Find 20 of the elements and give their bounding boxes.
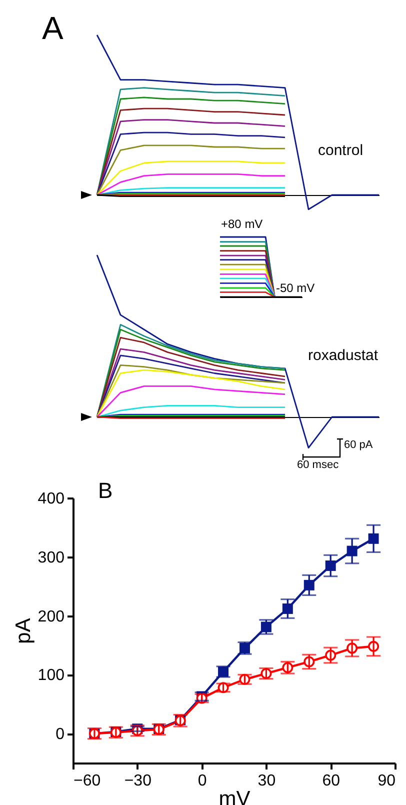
x-tick-label: 30 [258, 772, 276, 790]
chart-title: B [98, 478, 113, 503]
chart-title: A [42, 10, 64, 46]
y-tick-label: 0 [56, 726, 65, 744]
y-tick-label: 200 [38, 608, 65, 626]
x-tick-label: 60 [322, 772, 340, 790]
annotation: 60 pA [344, 439, 373, 451]
annotation: control [318, 142, 364, 159]
x-tick-label: −60 [74, 772, 101, 790]
annotation: -50 mV [276, 281, 315, 295]
text: +80 mV [221, 217, 263, 231]
x-tick-label: 90 [378, 772, 396, 790]
y-axis-title: pA [12, 618, 35, 644]
y-tick-label: 400 [38, 490, 65, 508]
annotation: roxadustat [308, 347, 378, 364]
y-tick-label: 300 [38, 549, 65, 566]
x-tick-label: 0 [198, 772, 207, 790]
text: 60 msec [297, 459, 339, 471]
x-tick-label: −30 [124, 772, 152, 790]
y-tick-label: 100 [38, 667, 65, 684]
